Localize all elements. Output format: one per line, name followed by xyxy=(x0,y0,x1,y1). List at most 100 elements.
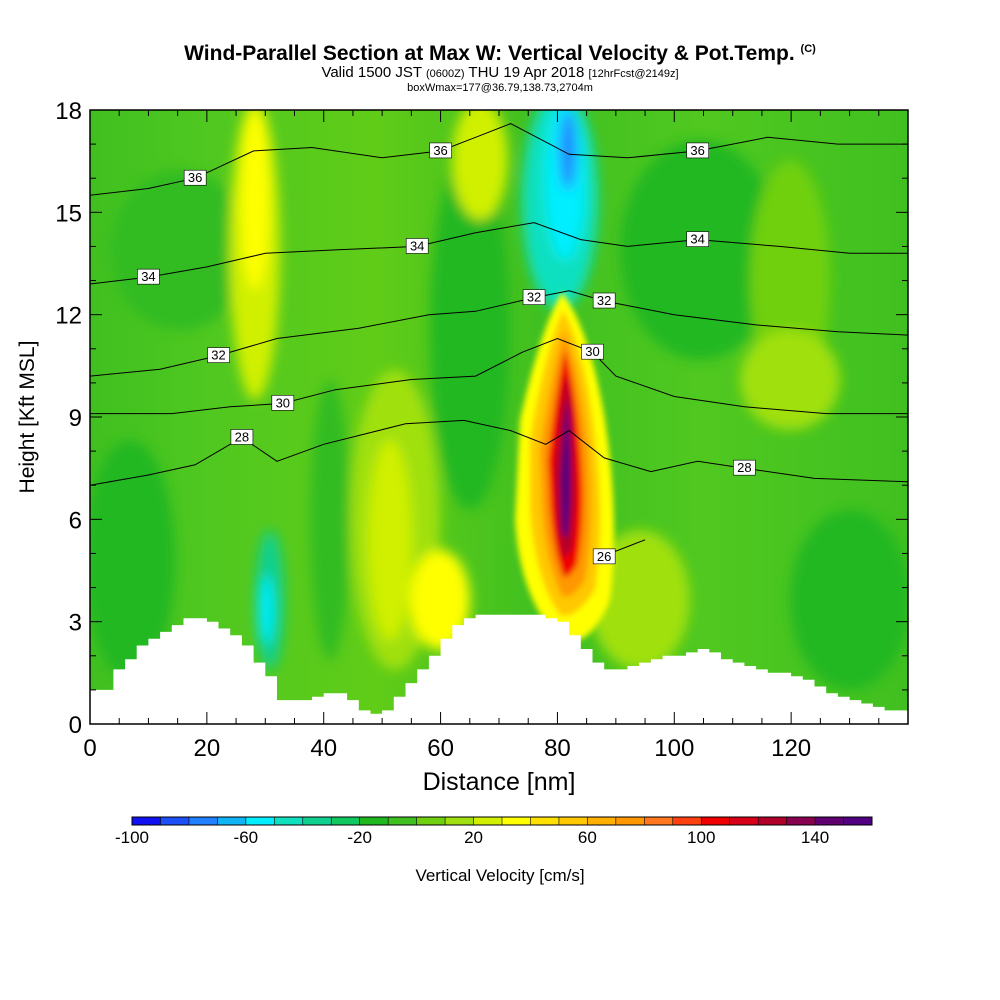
colorbar-swatch xyxy=(758,817,788,825)
x-tick-label: 0 xyxy=(83,735,96,762)
colorbar-swatch xyxy=(359,817,389,825)
theta-label-text: 28 xyxy=(737,460,751,475)
theta-label-36: 36 xyxy=(183,169,207,186)
theta-label-28: 28 xyxy=(230,429,254,445)
y-tick-label: 9 xyxy=(69,405,82,432)
colorbar xyxy=(131,816,873,826)
x-tick-label: 60 xyxy=(427,735,454,762)
valid-date: THU 19 Apr 2018 xyxy=(468,64,585,81)
colorbar-swatch xyxy=(558,817,588,825)
valid-time: Valid 1500 JST (0600Z) THU 19 Apr 2018 [… xyxy=(0,65,1000,82)
copyright-mark: (C) xyxy=(800,43,816,55)
theta-label-text: 34 xyxy=(690,232,704,247)
theta-contour-28 xyxy=(90,419,908,486)
colorbar-swatch xyxy=(302,817,332,825)
x-tick-label: 120 xyxy=(771,735,811,762)
chart-title: Wind-Parallel Section at Max W: Vertical… xyxy=(0,38,1000,65)
colorbar-swatch xyxy=(815,817,845,825)
theta-label-34: 34 xyxy=(686,231,709,247)
colorbar-swatch xyxy=(644,817,674,825)
colorbar-tick-label: -100 xyxy=(115,828,149,847)
colorbar-swatch xyxy=(388,817,418,825)
velocity-field xyxy=(90,110,908,724)
x-axis: 0 20 40 60 80 100 120 xyxy=(83,110,880,762)
x-tick-label: 80 xyxy=(544,735,571,762)
theta-label-36: 36 xyxy=(429,142,452,159)
theta-label-28: 28 xyxy=(733,459,756,476)
theta-label-text: 36 xyxy=(690,143,704,158)
colorbar-tick-label: 60 xyxy=(578,828,597,847)
colorbar-swatch xyxy=(416,817,446,825)
theta-label-text: 30 xyxy=(585,344,599,359)
x-tick-label: 40 xyxy=(310,735,337,762)
theta-label-text: 32 xyxy=(211,348,225,363)
colorbar-swatch xyxy=(245,817,275,825)
valid-utc: (0600Z) xyxy=(425,68,465,80)
y-tick-label: 15 xyxy=(55,200,82,227)
colorbar-swatch xyxy=(132,817,161,825)
colorbar-swatch xyxy=(615,817,645,825)
y-tick-label: 6 xyxy=(69,507,82,534)
theta-label-text: 34 xyxy=(141,269,155,284)
box-info: boxWmax=177@36.79,138.73,2704m xyxy=(407,82,593,94)
theta-label-text: 36 xyxy=(433,143,447,158)
theta-label-34: 34 xyxy=(137,268,160,285)
theta-label-36: 36 xyxy=(686,142,709,159)
colorbar-swatch xyxy=(502,817,531,825)
theta-label-text: 30 xyxy=(276,395,290,410)
colorbar-label: Vertical Velocity [cm/s] xyxy=(415,866,584,885)
theta-label-text: 26 xyxy=(597,549,611,564)
theta-contour-30 xyxy=(90,337,908,415)
theta-label-30: 30 xyxy=(271,395,295,411)
colorbar-swatch xyxy=(160,817,190,825)
chart-title-text: Wind-Parallel Section at Max W: Vertical… xyxy=(184,42,795,65)
title-block: Wind-Parallel Section at Max W: Vertical… xyxy=(0,38,1000,95)
valid-prefix: Valid 1500 JST xyxy=(321,64,422,81)
theta-label-text: 34 xyxy=(410,238,424,253)
colorbar-swatch xyxy=(473,817,503,825)
y-tick-label: 12 xyxy=(55,303,82,330)
colorbar-swatch xyxy=(331,817,361,825)
colorbar-swatch xyxy=(274,817,304,825)
theta-label-26: 26 xyxy=(592,548,616,565)
colorbar-swatch xyxy=(217,817,247,825)
colorbar-swatch xyxy=(587,817,617,825)
theta-contour-36 xyxy=(90,123,908,196)
colorbar-swatch xyxy=(672,817,702,825)
y-tick-label: 3 xyxy=(69,610,82,637)
y-tick-label: 18 xyxy=(55,98,82,125)
colorbar-swatch xyxy=(729,817,759,825)
theta-contour-34 xyxy=(90,222,908,285)
colorbar-tick-label: -60 xyxy=(234,828,259,847)
colorbar-tick-label: 140 xyxy=(801,828,829,847)
colorbar-tick-label: 100 xyxy=(687,828,715,847)
x-tick-label: 20 xyxy=(194,735,221,762)
colorbar-swatch xyxy=(843,817,873,825)
colorbar-tick-labels: -100 -60 -20 20 60 100 140 xyxy=(115,828,829,847)
theta-label-text: 36 xyxy=(188,170,202,185)
colorbar-swatch xyxy=(701,817,731,825)
theta-label-30: 30 xyxy=(581,343,604,360)
theta-label-text: 32 xyxy=(527,290,541,305)
colorbar-tick-label: -20 xyxy=(347,828,372,847)
y-axis-label: Height [Kft MSL] xyxy=(16,341,39,494)
theta-label-text: 32 xyxy=(597,293,611,308)
theta-contour-labels: 26 28 28 30 30 32 32 32 34 34 34 36 36 36 xyxy=(137,142,756,565)
colorbar-swatch xyxy=(786,817,816,825)
colorbar-swatch xyxy=(445,817,475,825)
colorbar-tick-label: 20 xyxy=(464,828,483,847)
colorbar-swatch xyxy=(188,817,218,825)
colorbar-swatch xyxy=(530,817,560,825)
forecast-info: [12hrFcst@2149z] xyxy=(588,68,679,80)
terrain-mask xyxy=(90,614,908,724)
x-axis-label: Distance [nm] xyxy=(423,768,576,796)
theta-label-32: 32 xyxy=(207,347,230,363)
x-tick-label: 100 xyxy=(654,735,694,762)
y-tick-label: 0 xyxy=(69,712,82,739)
theta-label-text: 28 xyxy=(235,429,249,444)
theta-label-32: 32 xyxy=(592,292,616,309)
theta-label-32: 32 xyxy=(522,289,546,305)
theta-label-34: 34 xyxy=(405,238,429,254)
